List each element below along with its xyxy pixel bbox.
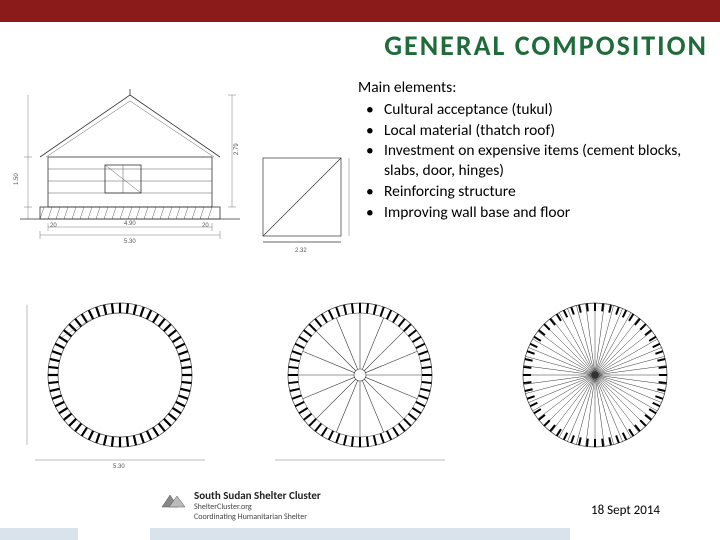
bottom-band — [150, 528, 570, 540]
bullet-item: Cultural acceptance (tukul) — [366, 100, 706, 120]
elevation-drawing: 5.30 4.90 1.50 2.79 20 20 — [10, 75, 250, 245]
footer-text: South Sudan Shelter Cluster ShelterClust… — [194, 489, 321, 522]
bullet-item: Improving wall base and floor — [366, 203, 706, 223]
plan-dense-spokes — [490, 290, 700, 470]
bullet-item: Local material (thatch roof) — [366, 121, 706, 141]
svg-text:20: 20 — [50, 223, 57, 229]
svg-text:20: 20 — [202, 223, 209, 229]
plan-spokes — [255, 290, 465, 470]
top-bar — [0, 0, 720, 22]
svg-text:4.90: 4.90 — [124, 221, 136, 227]
footer-date: 18 Sept 2014 — [591, 503, 660, 518]
footer-url: ShelterCluster.org — [194, 502, 321, 512]
footer-org: South Sudan Shelter Cluster — [194, 489, 321, 502]
bullet-item: Reinforcing structure — [366, 182, 706, 202]
footer: South Sudan Shelter Cluster ShelterClust… — [160, 489, 321, 522]
cluster-logo-icon — [160, 489, 186, 511]
svg-text:2.32: 2.32 — [295, 248, 307, 254]
plan-ring: 5.30 — [15, 290, 225, 470]
text-heading: Main elements: — [358, 78, 706, 98]
bottom-band-left — [0, 528, 78, 540]
main-text-block: Main elements: Cultural acceptance (tuku… — [358, 78, 706, 224]
bullet-list: Cultural acceptance (tukul) Local materi… — [358, 100, 706, 223]
bullet-item: Investment on expensive items (cement bl… — [366, 141, 706, 181]
svg-text:1.50: 1.50 — [14, 173, 20, 185]
footer-tagline: Coordinating Humanitarian Shelter — [194, 512, 321, 522]
svg-text:5.30: 5.30 — [113, 464, 125, 470]
section-drawing: 2.32 — [255, 150, 350, 265]
svg-text:2.79: 2.79 — [234, 143, 240, 155]
svg-text:5.30: 5.30 — [124, 239, 136, 245]
slide-title: GENERAL COMPOSITION — [384, 28, 708, 63]
